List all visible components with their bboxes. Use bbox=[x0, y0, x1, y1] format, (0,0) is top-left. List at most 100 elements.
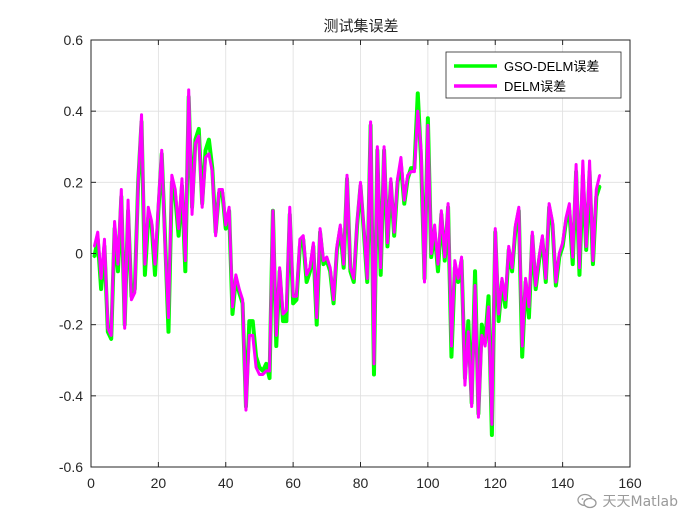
data-point bbox=[207, 152, 211, 156]
data-point bbox=[113, 220, 116, 223]
data-point bbox=[217, 188, 221, 191]
data-point bbox=[591, 259, 595, 262]
data-point bbox=[251, 319, 254, 323]
data-point bbox=[184, 259, 187, 262]
data-point bbox=[585, 245, 588, 248]
data-point bbox=[423, 280, 426, 284]
data-point bbox=[490, 423, 494, 426]
data-point bbox=[268, 369, 271, 373]
data-point bbox=[204, 149, 207, 152]
data-point bbox=[399, 156, 403, 159]
x-tick-label: 160 bbox=[618, 475, 642, 491]
data-point bbox=[163, 245, 167, 248]
data-point bbox=[430, 255, 433, 259]
data-point bbox=[527, 305, 531, 309]
data-point bbox=[180, 177, 184, 180]
data-point bbox=[456, 277, 460, 280]
data-point bbox=[254, 366, 258, 369]
data-point bbox=[120, 188, 123, 191]
series-delm bbox=[92, 88, 602, 426]
data-point bbox=[517, 206, 521, 209]
data-point bbox=[497, 312, 500, 316]
data-point bbox=[167, 316, 170, 319]
data-point bbox=[147, 206, 150, 209]
data-point bbox=[308, 266, 312, 269]
data-point bbox=[564, 216, 568, 220]
data-point bbox=[366, 277, 369, 280]
data-point bbox=[386, 241, 389, 245]
data-point bbox=[136, 181, 140, 184]
data-point bbox=[167, 330, 170, 333]
data-point bbox=[510, 266, 514, 269]
data-point bbox=[379, 273, 382, 277]
data-point bbox=[352, 280, 355, 284]
data-point bbox=[251, 334, 254, 337]
data-point bbox=[153, 273, 157, 277]
data-point bbox=[473, 284, 477, 287]
data-point bbox=[197, 127, 200, 131]
data-point bbox=[160, 149, 163, 152]
data-point bbox=[177, 227, 180, 230]
data-point bbox=[349, 266, 352, 269]
data-point bbox=[359, 181, 362, 184]
data-point bbox=[443, 255, 446, 259]
data-point bbox=[406, 174, 409, 177]
data-point bbox=[318, 227, 322, 230]
data-point bbox=[322, 259, 325, 262]
data-point bbox=[463, 383, 467, 387]
data-point bbox=[231, 312, 234, 316]
data-point bbox=[288, 206, 291, 209]
data-point bbox=[561, 241, 564, 245]
data-point bbox=[184, 270, 187, 273]
data-point bbox=[211, 170, 214, 173]
data-point bbox=[268, 376, 271, 380]
data-point bbox=[372, 373, 376, 376]
data-point bbox=[467, 319, 470, 323]
data-point bbox=[221, 188, 224, 191]
data-point bbox=[524, 277, 527, 280]
data-point bbox=[541, 234, 544, 237]
data-point bbox=[248, 319, 251, 323]
data-point bbox=[126, 198, 130, 202]
data-point bbox=[372, 362, 376, 366]
data-point bbox=[537, 255, 541, 259]
watermark-text: 天天Matlab bbox=[602, 494, 678, 510]
data-point bbox=[443, 259, 446, 262]
data-point bbox=[544, 277, 547, 280]
x-tick-label: 140 bbox=[551, 475, 575, 491]
data-point bbox=[285, 309, 288, 312]
data-point bbox=[305, 280, 308, 284]
data-point bbox=[261, 373, 265, 376]
data-point bbox=[264, 369, 268, 373]
data-point bbox=[416, 109, 419, 113]
y-tick-label: 0.4 bbox=[64, 103, 84, 119]
data-point bbox=[574, 163, 578, 166]
data-point bbox=[581, 159, 585, 163]
data-point bbox=[419, 149, 423, 152]
data-point bbox=[588, 159, 591, 163]
data-point bbox=[470, 405, 473, 408]
data-point bbox=[426, 124, 430, 127]
data-point bbox=[392, 230, 396, 234]
x-tick-label: 100 bbox=[416, 475, 440, 491]
data-point bbox=[453, 259, 457, 262]
data-point bbox=[504, 298, 507, 301]
data-point bbox=[547, 202, 551, 205]
legend-label-gso-delm: GSO-DELM误差 bbox=[504, 59, 599, 74]
data-point bbox=[534, 284, 537, 287]
data-point bbox=[389, 177, 393, 180]
data-point bbox=[150, 220, 153, 223]
data-point bbox=[483, 344, 487, 348]
data-point bbox=[436, 270, 440, 273]
data-point bbox=[116, 270, 120, 273]
data-point bbox=[591, 262, 595, 266]
data-point bbox=[123, 327, 126, 330]
data-point bbox=[93, 245, 96, 248]
data-point bbox=[598, 184, 601, 188]
data-point bbox=[527, 316, 531, 319]
data-point bbox=[281, 312, 285, 316]
legend-box bbox=[445, 51, 622, 99]
data-point bbox=[133, 291, 136, 294]
wechat-icon bbox=[577, 493, 598, 509]
data-point bbox=[200, 206, 204, 209]
